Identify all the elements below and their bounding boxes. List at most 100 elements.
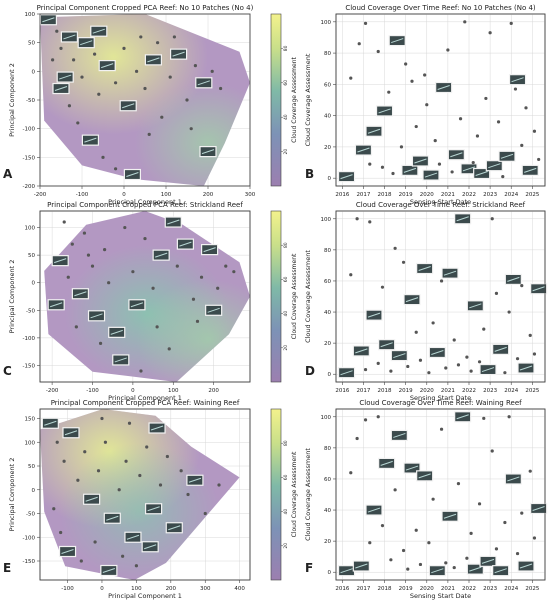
x-tick-label: 2017 bbox=[356, 192, 370, 198]
x-tick-label: 2020 bbox=[420, 586, 434, 592]
data-point bbox=[391, 171, 395, 176]
x-tick-label: 2025 bbox=[525, 388, 539, 394]
x-tick-label: 2019 bbox=[399, 586, 413, 592]
data-point bbox=[469, 531, 473, 535]
data-point bbox=[494, 547, 499, 551]
patch-thumbnail-detail bbox=[54, 86, 68, 92]
data-point bbox=[444, 561, 448, 565]
patch-thumbnail-detail bbox=[494, 346, 507, 352]
x-tick-label: 2022 bbox=[462, 586, 476, 592]
data-point bbox=[450, 170, 454, 174]
patch-thumbnail-detail bbox=[59, 74, 72, 80]
patch-thumbnail-detail bbox=[532, 506, 545, 511]
data-point bbox=[401, 548, 406, 553]
patch-thumbnail-detail bbox=[54, 258, 67, 264]
data-point bbox=[151, 286, 155, 290]
data-point bbox=[55, 29, 59, 33]
data-point bbox=[127, 421, 132, 425]
patch-thumbnail-detail bbox=[469, 303, 482, 309]
patch-thumbnail-detail bbox=[403, 167, 417, 173]
data-point bbox=[76, 478, 80, 482]
data-point bbox=[185, 98, 189, 102]
data-point bbox=[217, 483, 221, 487]
data-point bbox=[167, 347, 171, 351]
colorbar bbox=[270, 210, 282, 383]
y-tick-label: 50 bbox=[28, 41, 35, 47]
patch-thumbnail-detail bbox=[450, 152, 463, 158]
data-point bbox=[349, 76, 353, 80]
data-point bbox=[446, 48, 450, 52]
data-point bbox=[477, 502, 482, 506]
patch-thumbnail-detail bbox=[74, 291, 87, 297]
x-tick-label: 0 bbox=[122, 192, 126, 198]
data-point bbox=[458, 117, 463, 121]
data-point bbox=[101, 155, 105, 159]
data-point bbox=[418, 358, 423, 362]
data-point bbox=[66, 275, 70, 279]
patch-thumbnail-detail bbox=[130, 302, 144, 308]
data-point bbox=[52, 507, 56, 511]
y-tick-label: 0 bbox=[32, 281, 36, 287]
data-point bbox=[55, 440, 59, 444]
patch-thumbnail-detail bbox=[431, 568, 444, 574]
data-point bbox=[79, 559, 83, 563]
data-point bbox=[93, 540, 97, 544]
data-point bbox=[399, 145, 404, 149]
x-tick-label: -100 bbox=[86, 388, 99, 394]
x-tick-label: -200 bbox=[34, 192, 47, 198]
data-point bbox=[376, 49, 380, 54]
data-point bbox=[380, 285, 385, 289]
data-point bbox=[414, 330, 418, 334]
chart-title: Principal Component Cropped PCA Reef: Wa… bbox=[51, 399, 240, 407]
data-point bbox=[224, 264, 228, 268]
colorbar-tick-label: 80 bbox=[283, 45, 289, 51]
data-point bbox=[524, 106, 528, 110]
colorbar-tick-label: 20 bbox=[283, 149, 289, 155]
data-point bbox=[210, 69, 214, 73]
data-point bbox=[431, 497, 435, 501]
patch-thumbnail-detail bbox=[500, 153, 514, 159]
patch-thumbnail-detail bbox=[378, 108, 391, 114]
data-point bbox=[513, 87, 518, 91]
data-point bbox=[86, 253, 91, 257]
patch-thumbnail-detail bbox=[49, 302, 63, 308]
patch-thumbnail-detail bbox=[63, 34, 76, 40]
patch-thumbnail-detail bbox=[405, 297, 419, 303]
data-point bbox=[139, 35, 143, 39]
x-tick-label: 300 bbox=[245, 192, 256, 198]
data-point bbox=[425, 103, 429, 107]
y-tick-label: 40 bbox=[324, 310, 331, 316]
data-point bbox=[509, 21, 513, 25]
y-tick-label: 60 bbox=[324, 82, 331, 88]
x-tick-label: 2024 bbox=[504, 388, 518, 394]
panel-letter: A bbox=[3, 167, 13, 181]
patch-thumbnail-detail bbox=[114, 357, 127, 363]
patch-thumbnail-detail bbox=[44, 420, 57, 426]
data-point bbox=[410, 79, 414, 83]
patch-thumbnail-detail bbox=[418, 473, 431, 479]
data-point bbox=[433, 139, 437, 143]
colorbar-tick-label: 60 bbox=[283, 80, 289, 86]
patch-thumbnail-detail bbox=[456, 216, 469, 222]
data-point bbox=[114, 81, 118, 85]
chart-title: Cloud Coverage Over Time Reef: Stricklan… bbox=[356, 201, 526, 209]
data-point bbox=[477, 360, 482, 364]
data-point bbox=[452, 338, 456, 342]
x-tick-label: 100 bbox=[161, 192, 172, 198]
data-point bbox=[355, 436, 359, 441]
x-tick-label: 200 bbox=[203, 192, 214, 198]
data-point bbox=[67, 104, 71, 108]
data-point bbox=[439, 427, 444, 431]
y-tick-label: 0 bbox=[32, 69, 36, 75]
data-point bbox=[404, 62, 408, 66]
data-point bbox=[134, 564, 138, 568]
x-tick-label: 100 bbox=[131, 586, 142, 592]
data-point bbox=[74, 325, 78, 329]
patch-thumbnail-detail bbox=[203, 247, 216, 253]
data-point bbox=[431, 321, 435, 325]
y-tick-label: -100 bbox=[23, 535, 36, 541]
y-tick-label: -50 bbox=[26, 98, 35, 104]
patch-thumbnail-detail bbox=[126, 534, 140, 540]
colorbar-tick-label: 20 bbox=[283, 543, 289, 549]
patch-thumbnail-detail bbox=[405, 465, 419, 471]
